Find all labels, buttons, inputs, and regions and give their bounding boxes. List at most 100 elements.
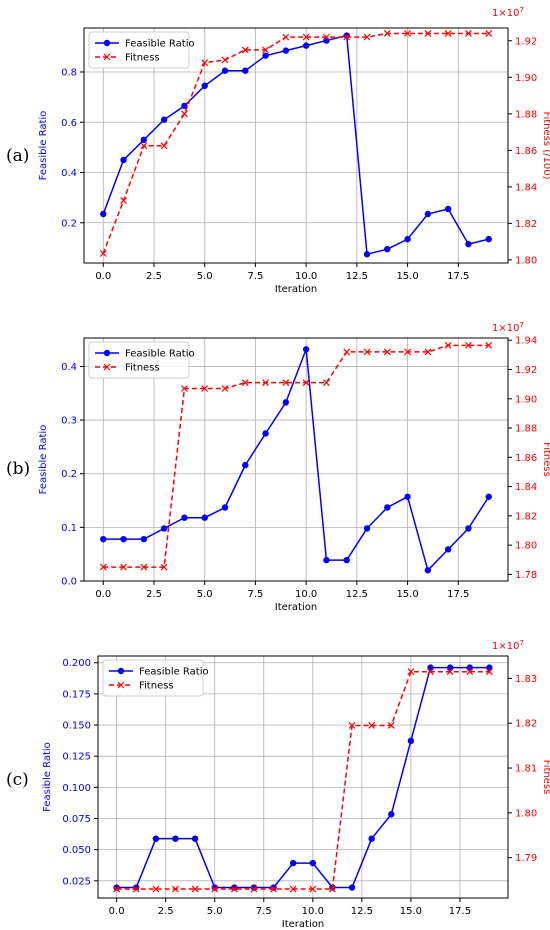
x-tick-label: 5.0 [207, 906, 223, 917]
left-tick-label: 0.4 [61, 168, 77, 179]
feasible-ratio-point [221, 504, 229, 511]
feasible-ratio-point [181, 102, 188, 110]
feasible-ratio-point [444, 205, 452, 213]
right-tick-label: 1.88 [515, 109, 537, 120]
fitness-point [446, 668, 454, 676]
legend-swatch-marker [117, 681, 125, 689]
x-axis-label: Iteration [275, 284, 317, 295]
fitness-point [221, 385, 229, 392]
feasible-ratio-line [103, 348, 490, 572]
fitness-point [387, 722, 395, 729]
left-tick-label: 0.200 [62, 658, 91, 669]
fitness-point [383, 30, 391, 37]
feasible-ratio-point [485, 493, 492, 500]
feasible-ratio-point [363, 525, 371, 532]
feasible-ratio-point [465, 240, 472, 248]
x-tick-label: 17.5 [447, 589, 469, 600]
x-tick-label: 17.5 [449, 906, 471, 917]
feasible-ratio-point [388, 811, 395, 818]
right-tick-label: 1.81 [515, 764, 537, 775]
feasible-ratio-point [363, 251, 371, 258]
feasible-ratio-point [201, 82, 208, 90]
right-tick-label: 1.86 [515, 453, 537, 464]
x-axis-label: Iteration [275, 602, 317, 613]
fitness-point [424, 348, 432, 356]
fitness-point [404, 348, 412, 356]
legend-swatch-marker [117, 667, 125, 675]
fitness-point [160, 142, 168, 150]
x-axis-label: Iteration [282, 919, 324, 930]
legend-swatch-marker [103, 349, 111, 357]
legend-label: Fitness [125, 363, 160, 374]
plot-frame [97, 655, 509, 899]
right-tick-label: 1.94 [515, 336, 537, 347]
left-axis-label: Feasible Ratio [38, 111, 49, 181]
fitness-point [140, 563, 148, 571]
fitness-point [485, 341, 493, 349]
left-tick-label: 0.050 [62, 845, 91, 856]
fitness-point [172, 885, 179, 893]
feasible-ratio-point [262, 52, 269, 59]
x-tick-label: 10.0 [295, 589, 317, 600]
right-tick-label: 1.82 [515, 511, 537, 522]
fitness-point [427, 668, 434, 676]
x-tick-label: 0.0 [95, 271, 111, 282]
x-tick-label: 17.5 [447, 271, 469, 282]
feasible-ratio-point [120, 535, 127, 543]
legend-label: Feasible Ratio [125, 39, 195, 50]
feasible-ratio-point [485, 235, 492, 243]
x-tick-label: 7.5 [247, 589, 263, 600]
feasible-ratio-point [404, 493, 411, 500]
chart-a: 0.0 2.5 5.0 7.5 10.0 12.5 15.0 17.5 Iteration 0.2… [38, 6, 550, 295]
fitness-point [302, 379, 310, 387]
panel-label-b: (b) [6, 459, 31, 479]
right-tick-label: 1.84 [515, 482, 537, 493]
plot-frame [83, 27, 509, 264]
fitness-point [343, 348, 351, 356]
x-tick-label: 12.5 [351, 906, 373, 917]
fitness-point [485, 668, 493, 676]
legend-box [102, 659, 204, 697]
feasible-ratio-point [191, 835, 199, 842]
fitness-point [348, 722, 356, 729]
fitness-point [309, 885, 317, 893]
feasible-ratio-point [282, 47, 290, 54]
fitness-point [262, 379, 269, 387]
fitness-point [132, 885, 140, 893]
fitness-point [282, 379, 290, 387]
fitness-point [407, 668, 415, 676]
left-tick-label: 0.075 [62, 814, 91, 825]
x-tick-label: 5.0 [197, 271, 213, 282]
fitness-point [221, 56, 229, 64]
fitness-point [363, 348, 371, 356]
fitness-point [180, 385, 188, 392]
feasible-ratio-point [465, 525, 472, 532]
legend-box [88, 31, 190, 69]
x-tick-label: 15.0 [396, 589, 418, 600]
feasible-ratio-point [242, 461, 249, 469]
x-tick-label: 2.5 [146, 589, 162, 600]
right-tick-label: 1.79 [515, 853, 537, 864]
fitness-point [160, 563, 168, 571]
legend-label: Fitness [125, 53, 160, 64]
feasible-ratio-point [309, 859, 317, 867]
fitness-point [302, 33, 310, 41]
feasible-ratio-point [446, 664, 454, 671]
feasible-ratio-point [100, 535, 107, 543]
x-tick-label: 10.0 [302, 906, 324, 917]
fitness-point [211, 885, 219, 893]
fitness-point [191, 885, 199, 893]
fitness-point [444, 30, 452, 37]
legend-swatch-marker [103, 363, 111, 371]
fitness-point [465, 30, 472, 37]
feasible-ratio-point [302, 346, 310, 353]
feasible-ratio-point [424, 210, 432, 218]
x-tick-label: 7.5 [247, 271, 263, 282]
feasible-ratio-line [116, 666, 490, 889]
left-tick-label: 0.125 [62, 752, 91, 763]
legend-label: Feasible Ratio [125, 349, 195, 360]
feasible-ratio-point [466, 664, 473, 671]
feasible-ratio-point [302, 42, 310, 49]
legend-swatch-marker [103, 39, 111, 47]
